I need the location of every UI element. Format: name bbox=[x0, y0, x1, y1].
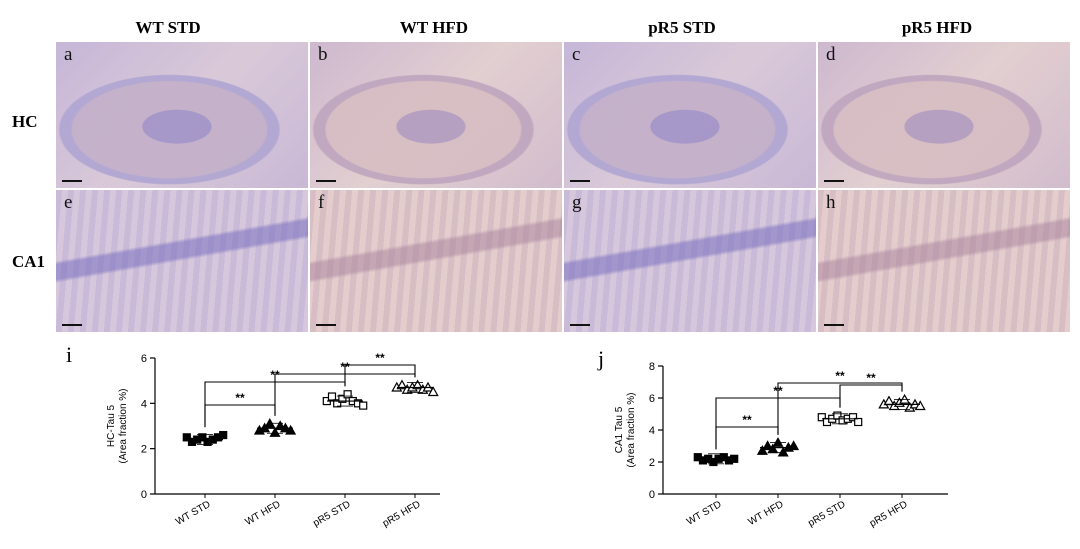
chart-letter-i: i bbox=[66, 342, 73, 367]
data-point bbox=[817, 413, 826, 422]
y-axis-label: CA1 Tau 5 bbox=[614, 406, 625, 453]
y-tick-label: 2 bbox=[649, 457, 655, 469]
panel-letter-g: g bbox=[572, 192, 582, 213]
data-point bbox=[182, 433, 191, 442]
data-point bbox=[285, 424, 297, 435]
panel-letter-f: f bbox=[318, 192, 325, 213]
scale-bar bbox=[62, 180, 82, 182]
column-header-pr5-hfd: pR5 HFD bbox=[901, 18, 973, 37]
scale-bar bbox=[570, 180, 590, 182]
significance-label: ** bbox=[235, 391, 245, 405]
x-tick-label: pR5 HFD bbox=[381, 499, 423, 529]
y-axis-label: HC-Tau 5 bbox=[106, 404, 117, 447]
panel-letter-h: h bbox=[826, 192, 836, 213]
data-point bbox=[914, 400, 926, 411]
data-point bbox=[848, 413, 858, 422]
scale-bar bbox=[62, 324, 82, 326]
y-tick-label: 2 bbox=[141, 444, 147, 456]
row-header-hc: HC bbox=[12, 112, 38, 131]
y-tick-label: 0 bbox=[141, 489, 147, 501]
chart-ca1-tau5: 0 2 4 6 8 CA1 Tau 5 (Area fraction %) WT STD WT … bbox=[614, 361, 948, 529]
data-point bbox=[219, 430, 228, 440]
data-point bbox=[359, 401, 368, 410]
data-point bbox=[777, 446, 789, 457]
x-tick-label: pR5 STD bbox=[311, 499, 352, 529]
panel-letter-a: a bbox=[64, 44, 73, 65]
scale-bar bbox=[824, 180, 844, 182]
chart-letter-j: j bbox=[598, 346, 605, 371]
micrograph-e: e bbox=[56, 190, 308, 332]
y-tick-label: 4 bbox=[649, 425, 655, 437]
data-point bbox=[269, 427, 281, 437]
data-point bbox=[854, 417, 863, 427]
significance-label: ** bbox=[866, 371, 876, 385]
y-tick-label: 6 bbox=[649, 393, 655, 405]
micrograph-f: f bbox=[310, 190, 562, 332]
data-point bbox=[427, 386, 439, 397]
micrograph-d: d bbox=[818, 42, 1070, 188]
column-header-wt-hfd: WT HFD bbox=[399, 18, 469, 37]
significance-bracket bbox=[344, 364, 416, 387]
panel-letter-d: d bbox=[826, 44, 836, 65]
column-header-wt-std: WT STD bbox=[135, 18, 201, 37]
significance-label: ** bbox=[375, 351, 385, 365]
x-tick-label: pR5 HFD bbox=[868, 499, 910, 529]
data-point bbox=[756, 445, 768, 455]
significance-label: ** bbox=[835, 369, 845, 383]
micrograph-c: c bbox=[564, 42, 816, 188]
x-tick-label: WT HFD bbox=[243, 499, 282, 528]
data-point bbox=[333, 399, 342, 408]
panel-letter-c: c bbox=[572, 44, 581, 65]
micrograph-g: g bbox=[564, 190, 816, 332]
panel-letter-e: e bbox=[64, 192, 73, 213]
row-header-ca1: CA1 bbox=[12, 252, 46, 271]
scale-bar bbox=[316, 324, 336, 326]
data-point bbox=[396, 379, 408, 390]
scale-bar bbox=[824, 324, 844, 326]
data-point bbox=[412, 379, 424, 390]
significance-bracket bbox=[839, 384, 903, 408]
data-point bbox=[883, 395, 895, 406]
y-tick-label: 0 bbox=[649, 489, 655, 501]
scale-bar bbox=[316, 180, 336, 182]
x-tick-label: WT STD bbox=[174, 499, 213, 528]
micrograph-b: b bbox=[310, 42, 562, 188]
y-axis-label: (Area fraction %) bbox=[626, 392, 637, 467]
data-point bbox=[327, 392, 337, 401]
x-tick-label: WT HFD bbox=[746, 499, 785, 528]
y-tick-label: 8 bbox=[649, 361, 655, 373]
scale-bar bbox=[570, 324, 590, 326]
panel-letter-b: b bbox=[318, 44, 328, 65]
y-tick-label: 6 bbox=[141, 353, 147, 365]
micrograph-a: a bbox=[56, 42, 308, 188]
y-axis-label: (Area fraction %) bbox=[118, 388, 129, 463]
significance-label: ** bbox=[742, 413, 752, 427]
data-point bbox=[338, 394, 347, 403]
chart-hc-tau5: 0 2 4 6 HC-Tau 5 (Area fraction %) WT STD WT HF… bbox=[106, 351, 440, 529]
x-tick-label: WT STD bbox=[685, 499, 724, 528]
data-point bbox=[788, 440, 800, 451]
data-point bbox=[343, 390, 352, 399]
y-tick-label: 4 bbox=[141, 398, 147, 410]
data-point bbox=[198, 433, 207, 442]
micrograph-h: h bbox=[818, 190, 1070, 332]
column-header-pr5-std: pR5 STD bbox=[648, 18, 716, 37]
data-point bbox=[274, 420, 286, 431]
x-tick-label: pR5 STD bbox=[806, 499, 847, 529]
